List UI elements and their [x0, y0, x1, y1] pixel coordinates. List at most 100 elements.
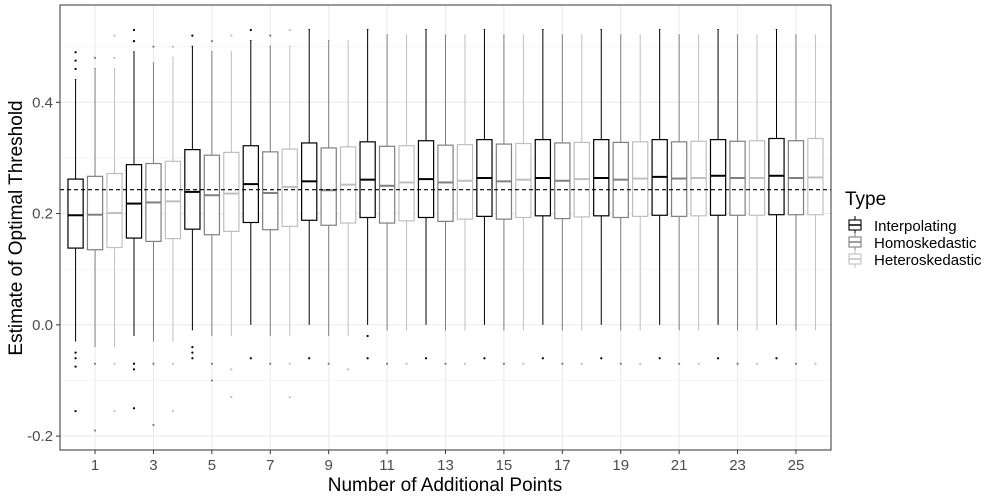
y-tick-label: 0.4: [32, 94, 53, 111]
outlier-point: [171, 45, 175, 48]
outlier-point: [93, 56, 97, 59]
box: [164, 160, 182, 240]
outlier-point: [600, 357, 603, 360]
box: [709, 139, 727, 216]
outlier-point: [113, 362, 116, 365]
axes: -0.20.00.20.41 3 5 7 9 11 13 15 17 19 21 23 25: [27, 94, 804, 474]
x-tick-label: 7: [266, 457, 274, 474]
outlier-point: [74, 59, 77, 62]
outlier-point: [210, 362, 213, 365]
x-tick-label: 11: [379, 457, 395, 474]
outlier-point: [171, 409, 175, 413]
outlier-point: [230, 396, 233, 399]
outlier-point: [132, 407, 136, 410]
outlier-point: [522, 362, 525, 365]
legend-keys: InterpolatingHomoskedasticHeteroskedasti…: [848, 216, 982, 269]
outlier-point: [113, 409, 116, 413]
x-tick-label: 3: [149, 457, 157, 474]
x-tick-label: 1: [91, 457, 99, 474]
x-tick-label: 21: [671, 457, 688, 474]
outlier-point: [697, 362, 700, 365]
outlier-point: [424, 357, 428, 360]
outlier-point: [210, 40, 213, 43]
outlier-point: [541, 357, 544, 360]
outlier-point: [152, 362, 155, 365]
outlier-point: [93, 362, 97, 365]
x-tick-label: 19: [612, 457, 629, 474]
outlier-point: [814, 362, 817, 365]
outlier-point: [366, 334, 369, 338]
box: [67, 178, 84, 249]
box: [106, 172, 123, 249]
box: [125, 164, 143, 239]
outlier-point: [230, 368, 233, 371]
outlier-point: [288, 362, 291, 365]
outlier-point: [561, 362, 564, 365]
x-tick-label: 23: [729, 457, 746, 474]
outlier-point: [132, 28, 136, 32]
outlier-point: [580, 362, 583, 365]
box: [223, 151, 240, 232]
legend-entry-label: Heteroskedastic: [874, 252, 982, 269]
outlier-point: [152, 423, 155, 427]
outlier-point: [619, 362, 622, 365]
x-axis-title: Number of Additional Points: [328, 475, 562, 496]
box: [262, 151, 279, 231]
outlier-point: [658, 357, 661, 360]
outlier-point: [113, 56, 116, 59]
outlier-point: [132, 368, 136, 371]
outlier-point: [736, 362, 739, 365]
series-heteroskedastic: [106, 28, 824, 413]
outlier-point: [269, 34, 272, 37]
box: [320, 147, 337, 226]
outlier-point: [716, 357, 720, 360]
y-tick-label: -0.2: [27, 428, 53, 445]
outlier-point: [288, 396, 291, 399]
outlier-point: [191, 345, 194, 349]
outlier-point: [74, 365, 77, 368]
x-tick-label: 15: [496, 457, 513, 474]
box: [456, 144, 474, 220]
legend-title: Type: [845, 189, 886, 210]
outlier-point: [230, 34, 233, 37]
outlier-point: [249, 357, 252, 360]
outlier-point: [366, 357, 369, 360]
outlier-point: [327, 362, 330, 365]
series-homoskedastic: [86, 33, 805, 432]
outlier-point: [74, 351, 77, 354]
outlier-point: [74, 67, 77, 71]
outlier-point: [483, 357, 486, 360]
outlier-point: [74, 51, 77, 54]
outlier-point: [639, 362, 642, 365]
outlier-point: [191, 351, 194, 354]
outlier-point: [93, 429, 97, 432]
box: [184, 149, 201, 230]
x-tick-label: 17: [554, 457, 571, 474]
outlier-point: [463, 362, 467, 365]
outlier-point: [191, 357, 194, 360]
x-tick-label: 5: [208, 457, 216, 474]
outlier-point: [347, 368, 350, 371]
outlier-point: [210, 379, 213, 382]
outlier-point: [269, 362, 272, 365]
outlier-point: [405, 362, 408, 365]
box: [86, 175, 104, 251]
y-tick-label: 0.2: [32, 206, 53, 223]
box: [378, 145, 396, 224]
outlier-point: [132, 362, 136, 365]
outlier-point: [74, 357, 77, 360]
outlier-point: [502, 362, 506, 365]
outlier-point: [74, 409, 77, 413]
outlier-point: [132, 40, 136, 43]
legend-entry-label: Homoskedastic: [874, 235, 977, 252]
outlier-point: [775, 357, 778, 360]
outlier-point: [288, 28, 291, 32]
x-tick-label: 25: [788, 457, 805, 474]
legend-entry-label: Interpolating: [874, 218, 957, 235]
y-axis-title: Estimate of Optimal Threshold: [6, 100, 27, 355]
outlier-point: [678, 362, 681, 365]
x-tick-label: 13: [437, 457, 454, 474]
outlier-point: [444, 362, 447, 365]
outlier-point: [794, 362, 798, 365]
